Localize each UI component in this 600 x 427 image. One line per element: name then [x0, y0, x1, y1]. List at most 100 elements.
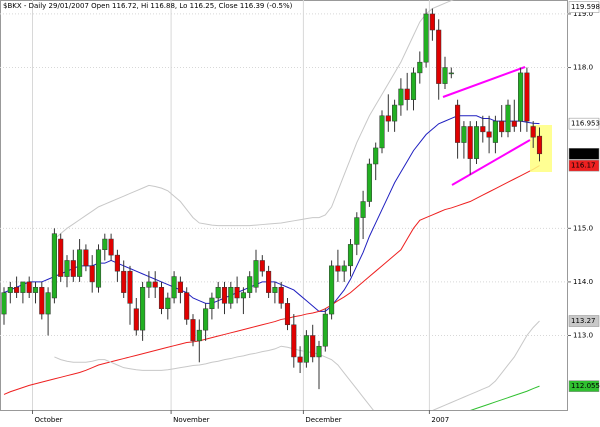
value-tag-label: 113.27 [571, 317, 596, 325]
candle-body [228, 287, 234, 304]
candle-body [26, 281, 32, 293]
candle-body [436, 29, 442, 84]
candle-body [511, 120, 517, 127]
y-tick-label: 113.0 [573, 332, 593, 340]
candle-body [7, 287, 13, 293]
candle-body [303, 335, 309, 363]
candle-body [335, 265, 341, 272]
value-tag-label: 112.055 [571, 382, 600, 390]
candle-body [45, 292, 51, 315]
candle-body [14, 287, 20, 293]
y-tick-label: 114.0 [573, 278, 593, 286]
value-tag-label: 119.598 [571, 3, 600, 11]
x-tick-label: 2007 [431, 416, 449, 424]
candle-body [461, 126, 467, 143]
candle-body [410, 72, 417, 100]
grid [0, 0, 568, 410]
candle-body [322, 313, 328, 347]
candle-body [310, 335, 316, 358]
value-tag [568, 159, 600, 172]
candle-body [58, 238, 64, 277]
candle-body [492, 120, 498, 143]
candle-body [429, 13, 435, 31]
candle-body [146, 281, 152, 288]
candle-body [329, 265, 335, 315]
candle-body [442, 67, 448, 84]
candle-body [398, 88, 404, 106]
candle-body [259, 260, 265, 272]
candle-body [518, 72, 524, 122]
candle-body [152, 281, 158, 288]
candle-body [95, 249, 102, 288]
candle-body [83, 249, 89, 267]
candle-body [121, 270, 127, 293]
overlay-line [54, 0, 454, 240]
candle-body [247, 276, 253, 293]
candle-body [1, 292, 7, 315]
trend-line [442, 66, 526, 98]
candle-body [272, 287, 278, 293]
candle-body [455, 104, 461, 143]
candle-body [404, 88, 410, 100]
candle-body [486, 131, 492, 138]
plot-frame [0, 0, 568, 411]
value-tag-label: 116.953 [571, 120, 600, 128]
candle-body [184, 292, 190, 320]
candle-body [417, 61, 423, 74]
candle-body [70, 260, 76, 277]
overlay-line [470, 385, 540, 410]
candle-body [480, 126, 486, 133]
value-tag-label: 116.39 [571, 150, 596, 158]
candle-body [158, 287, 165, 309]
candle-body [64, 260, 70, 277]
y-tick-label: 118.0 [573, 64, 593, 72]
trend-line [451, 139, 531, 186]
candle-body [77, 249, 83, 277]
candle-body [127, 270, 133, 304]
candle-body [530, 126, 536, 138]
candle-body [536, 135, 543, 155]
candle-body [473, 126, 480, 159]
candle-body [284, 303, 291, 326]
candles [1, 8, 543, 390]
overlays [3, 0, 540, 410]
value-tag [568, 117, 600, 130]
value-tag [568, 148, 600, 160]
candle-body [102, 238, 108, 251]
candle-body [32, 287, 39, 293]
candle-body [209, 297, 215, 309]
candle-body [108, 238, 114, 256]
candle-body [234, 287, 240, 299]
candle-body [524, 72, 530, 122]
candle-body [347, 244, 354, 267]
overlay-line [54, 320, 540, 410]
candle-body [373, 147, 379, 165]
value-tag [568, 1, 600, 13]
candle-body [215, 287, 221, 299]
candle-body [499, 120, 505, 133]
candle-body [240, 292, 246, 299]
x-tick-label: October [35, 416, 63, 424]
candle-body [360, 201, 366, 218]
candle-body [266, 270, 272, 293]
y-tick-label: 119.0 [573, 10, 593, 18]
value-tag [568, 315, 600, 327]
candle-body [505, 104, 511, 133]
axis: 119.0 118.0 115.0 114.0 113.0 October November… [32, 1, 600, 424]
candle-body [114, 254, 120, 272]
chart-title: $BKX - Daily 29/01/2007 Open 116.72, Hi … [3, 2, 293, 10]
value-tag [568, 380, 600, 392]
candle-body [448, 72, 454, 75]
candle-body [171, 276, 177, 299]
candle-body [385, 115, 391, 122]
candle-body [423, 13, 429, 63]
candle-body [165, 297, 171, 309]
candle-body [467, 126, 473, 159]
overlay-line [3, 115, 540, 312]
candle-body [379, 115, 385, 149]
x-tick-label: November [173, 416, 210, 424]
candle-body [190, 319, 196, 342]
candle-body [278, 287, 284, 304]
candle-body [221, 287, 228, 304]
